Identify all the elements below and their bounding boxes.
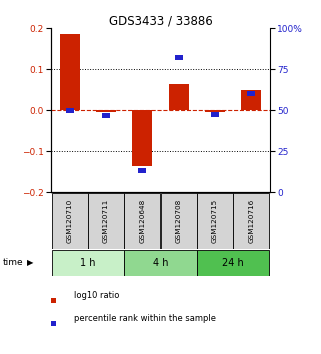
Text: 4 h: 4 h xyxy=(153,258,168,268)
Text: GSM120708: GSM120708 xyxy=(176,199,182,243)
Bar xyxy=(205,110,225,112)
Text: 24 h: 24 h xyxy=(222,258,244,268)
Bar xyxy=(65,108,74,113)
Text: GSM120648: GSM120648 xyxy=(139,199,145,243)
FancyBboxPatch shape xyxy=(233,193,269,249)
Bar xyxy=(132,110,152,166)
Bar xyxy=(241,90,261,110)
Bar xyxy=(169,85,189,110)
FancyBboxPatch shape xyxy=(88,193,124,249)
Text: GSM120711: GSM120711 xyxy=(103,199,109,243)
Bar xyxy=(175,55,183,60)
Text: time: time xyxy=(3,258,24,267)
Bar xyxy=(60,34,80,110)
Title: GDS3433 / 33886: GDS3433 / 33886 xyxy=(108,14,213,27)
Bar xyxy=(102,113,110,118)
FancyBboxPatch shape xyxy=(52,193,88,249)
Text: log10 ratio: log10 ratio xyxy=(74,291,119,300)
FancyBboxPatch shape xyxy=(124,193,160,249)
FancyBboxPatch shape xyxy=(197,250,269,276)
Text: 1 h: 1 h xyxy=(80,258,95,268)
Bar xyxy=(211,112,219,117)
Bar xyxy=(96,110,116,112)
FancyBboxPatch shape xyxy=(124,250,197,276)
Bar xyxy=(247,91,256,96)
FancyBboxPatch shape xyxy=(197,193,233,249)
FancyBboxPatch shape xyxy=(52,250,124,276)
Text: ▶: ▶ xyxy=(27,258,34,267)
Bar xyxy=(138,169,146,173)
Text: GSM120716: GSM120716 xyxy=(248,199,255,243)
Text: percentile rank within the sample: percentile rank within the sample xyxy=(74,314,216,323)
FancyBboxPatch shape xyxy=(161,193,197,249)
Text: GSM120715: GSM120715 xyxy=(212,199,218,243)
Text: GSM120710: GSM120710 xyxy=(66,199,73,243)
